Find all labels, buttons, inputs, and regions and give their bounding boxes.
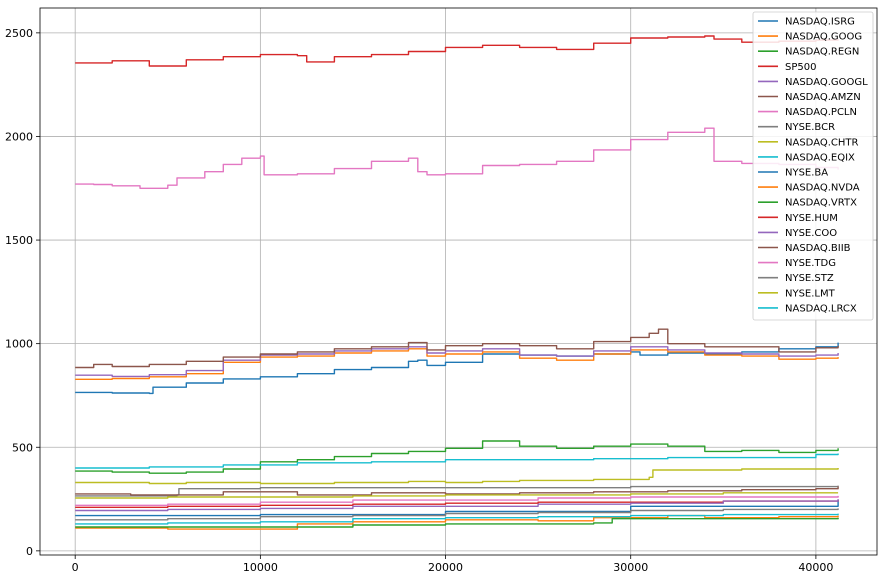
legend-label: SP500: [785, 62, 816, 73]
plot-background: [40, 8, 877, 555]
legend-label: NYSE.TDG: [785, 258, 836, 269]
series-line-nasdaq-vrtx: [75, 517, 839, 528]
legend: NASDAQ.ISRG NASDAQ.GOOG NASDAQ.REGN SP500 NA…: [752, 11, 874, 321]
plot-frame: [39, 7, 878, 556]
legend-label: NASDAQ.LRCX: [785, 303, 857, 314]
legend-label: NASDAQ.BIIB: [785, 243, 851, 254]
series-line-nyse-ba: [75, 500, 839, 517]
series-line-nyse-stz: [75, 508, 839, 521]
x-tick-label: 10000: [243, 561, 278, 574]
series-line-nasdaq-regn: [75, 440, 839, 474]
x-tick-label: 20000: [428, 561, 463, 574]
legend-label: NYSE.BA: [785, 168, 828, 179]
legend-label: NASDAQ.PCLN: [785, 107, 857, 118]
series-line-nasdaq-lrcx: [75, 513, 839, 525]
x-tick-label: 40000: [798, 561, 833, 574]
y-tick-label: 2500: [5, 27, 33, 40]
legend-label: NASDAQ.GOOGL: [785, 77, 868, 88]
y-tick-label: 0: [26, 545, 33, 558]
legend-label: NYSE.BCR: [785, 122, 835, 133]
series-line-nasdaq-pcln: [75, 127, 839, 189]
series-line-nasdaq-eqix: [75, 453, 839, 469]
x-tick-label: 30000: [613, 561, 648, 574]
y-tick-label: 2000: [5, 130, 33, 143]
legend-label: NYSE.COO: [785, 228, 837, 239]
legend-box: [752, 11, 874, 321]
grid-lines: [40, 8, 877, 555]
series-line-nyse-coo: [75, 499, 839, 512]
series-line-nyse-lmt: [75, 492, 839, 499]
legend-label: NASDAQ.REGN: [785, 47, 859, 58]
legend-label: NYSE.LMT: [785, 288, 836, 299]
legend-label: NASDAQ.NVDA: [785, 183, 860, 194]
legend-label: NASDAQ.ISRG: [785, 17, 855, 28]
legend-label: NASDAQ.VRTX: [785, 198, 857, 209]
y-tick-label: 500: [12, 441, 33, 454]
axis-ticks: 0 10000 20000 30000 40000 0 500 1000 1500 2000 250…: [5, 27, 833, 574]
y-tick-label: 1500: [5, 234, 33, 247]
x-tick-label: 0: [72, 561, 79, 574]
legend-label: NASDAQ.AMZN: [785, 92, 861, 103]
series-line-nasdaq-googl: [75, 346, 839, 378]
legend-label: NYSE.STZ: [785, 273, 834, 284]
series-lines: [75, 35, 839, 530]
series-line-nyse-tdg: [75, 495, 839, 506]
legend-label: NASDAQ.GOOG: [785, 32, 862, 43]
y-tick-label: 1000: [5, 338, 33, 351]
series-line-nasdaq-biib: [75, 486, 839, 496]
series-line-sp500: [75, 35, 839, 67]
series-line-nasdaq-nvda: [75, 514, 839, 530]
legend-label: NASDAQ.EQIX: [785, 152, 855, 163]
series-line-nasdaq-chtr: [75, 468, 839, 485]
series-line-nasdaq-amzn: [75, 328, 839, 369]
legend-label: NYSE.HUM: [785, 213, 838, 224]
legend-label: NASDAQ.CHTR: [785, 137, 859, 148]
